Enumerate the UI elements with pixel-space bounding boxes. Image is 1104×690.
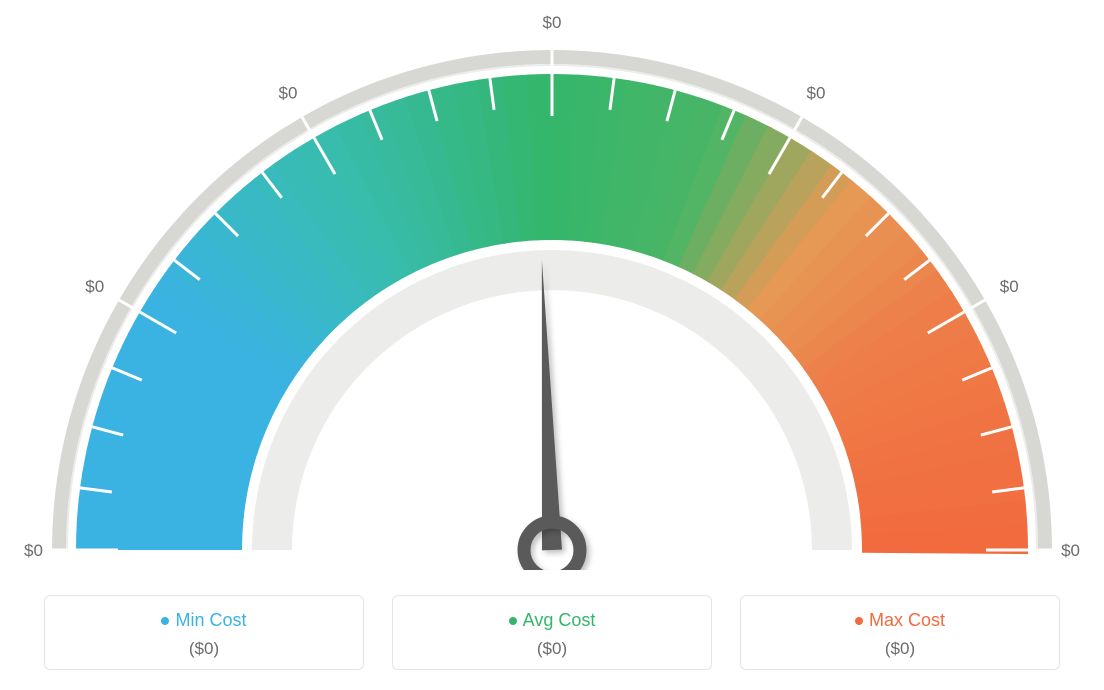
legend-card-avg: Avg Cost ($0) <box>392 595 712 670</box>
tick-label: $0 <box>85 277 104 296</box>
legend-value: ($0) <box>741 639 1059 659</box>
gauge-chart: $0 $0 $0 $0 $0 $0 $0 <box>22 10 1082 575</box>
legend-label: Max Cost <box>741 610 1059 631</box>
legend-dot-icon <box>161 617 169 625</box>
legend-label: Avg Cost <box>393 610 711 631</box>
legend-dot-icon <box>855 617 863 625</box>
tick-label: $0 <box>543 13 562 32</box>
legend-label-text: Avg Cost <box>523 610 596 630</box>
legend-label-text: Min Cost <box>175 610 246 630</box>
tick-label: $0 <box>279 84 298 103</box>
tick-label: $0 <box>1061 541 1080 560</box>
tick-label: $0 <box>1000 277 1019 296</box>
legend-card-min: Min Cost ($0) <box>44 595 364 670</box>
cost-gauge-container: $0$0$0$0$0$0$0 Min Cost($0)Avg Cost($0)M… <box>0 0 1104 690</box>
legend-value: ($0) <box>393 639 711 659</box>
tick-label: $0 <box>24 541 43 560</box>
tick-label: $0 <box>807 84 826 103</box>
gauge-needle <box>542 260 562 550</box>
legend-value: ($0) <box>45 639 363 659</box>
legend-dot-icon <box>509 617 517 625</box>
legend-card-max: Max Cost ($0) <box>740 595 1060 670</box>
legend-label-text: Max Cost <box>869 610 945 630</box>
legend-row: Min Cost ($0) Avg Cost ($0) Max Cost ($0) <box>44 595 1060 670</box>
gauge-svg: $0 $0 $0 $0 $0 $0 $0 <box>22 10 1082 570</box>
legend-label: Min Cost <box>45 610 363 631</box>
